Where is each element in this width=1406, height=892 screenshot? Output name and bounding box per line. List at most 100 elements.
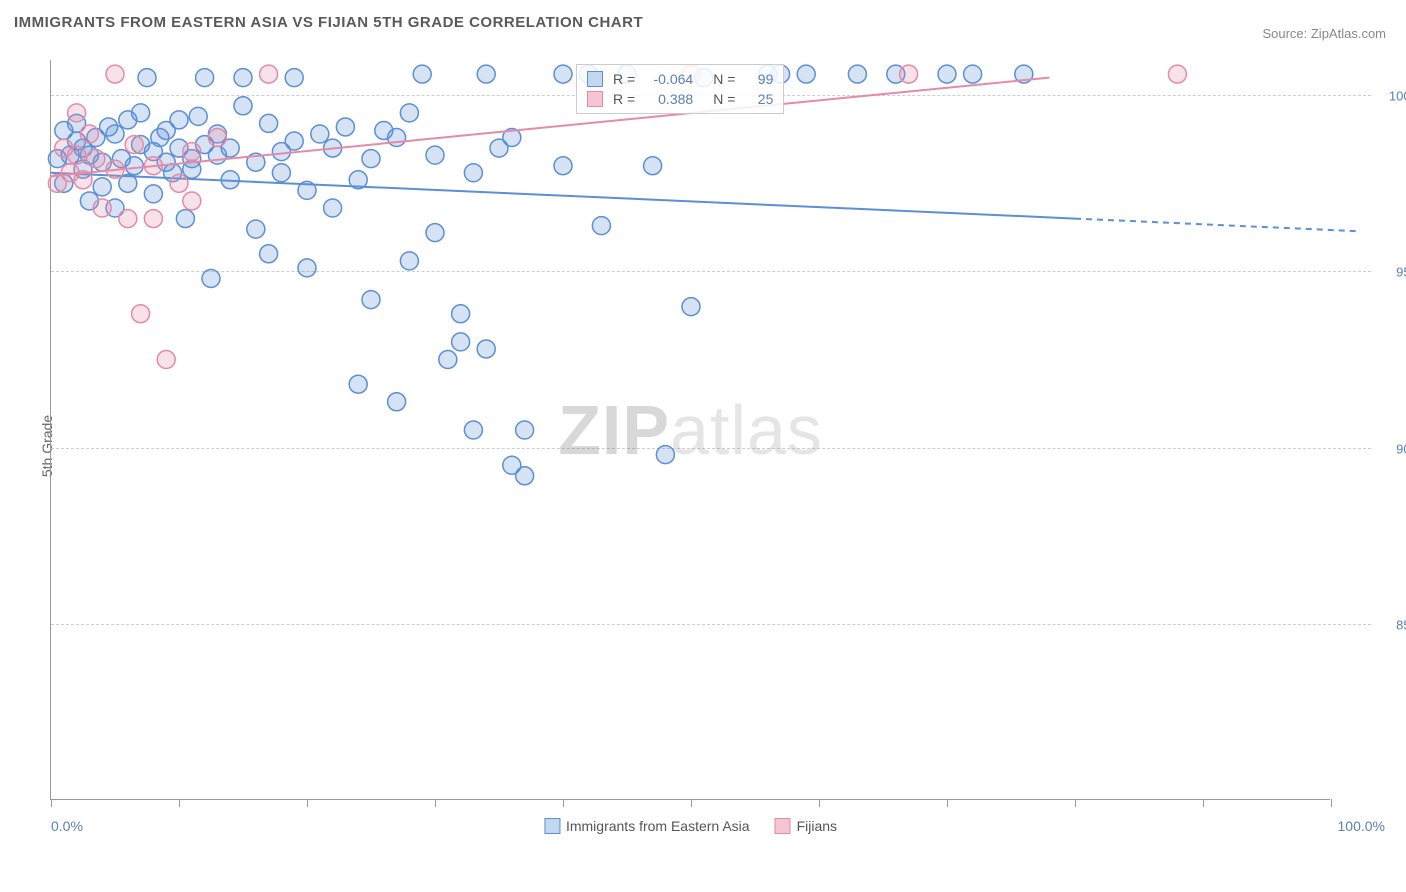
scatter-point bbox=[336, 118, 354, 136]
scatter-point bbox=[106, 125, 124, 143]
legend-item-series1: Immigrants from Eastern Asia bbox=[544, 818, 750, 834]
scatter-point bbox=[196, 69, 214, 87]
scatter-point bbox=[644, 157, 662, 175]
scatter-point bbox=[298, 259, 316, 277]
scatter-point bbox=[183, 143, 201, 161]
scatter-point bbox=[119, 210, 137, 228]
scatter-point bbox=[452, 333, 470, 351]
scatter-point bbox=[362, 291, 380, 309]
x-tick bbox=[1075, 799, 1076, 807]
legend-label-series2: Fijians bbox=[797, 818, 837, 834]
scatter-point bbox=[170, 174, 188, 192]
scatter-point bbox=[1168, 65, 1186, 83]
scatter-point bbox=[285, 132, 303, 150]
scatter-point bbox=[900, 65, 918, 83]
scatter-point bbox=[516, 467, 534, 485]
scatter-point bbox=[426, 224, 444, 242]
x-tick bbox=[563, 799, 564, 807]
scatter-point bbox=[400, 252, 418, 270]
scatter-point bbox=[285, 69, 303, 87]
scatter-point bbox=[132, 305, 150, 323]
series1-n-value: 99 bbox=[745, 71, 773, 87]
scatter-point bbox=[464, 421, 482, 439]
legend-swatch-series2 bbox=[775, 818, 791, 834]
legend-swatch-series1 bbox=[544, 818, 560, 834]
x-tick bbox=[819, 799, 820, 807]
scatter-point bbox=[554, 157, 572, 175]
scatter-point bbox=[125, 136, 143, 154]
scatter-point bbox=[682, 298, 700, 316]
y-tick-label: 100.0% bbox=[1389, 89, 1406, 104]
x-tick bbox=[51, 799, 52, 807]
scatter-point bbox=[202, 269, 220, 287]
scatter-point bbox=[87, 150, 105, 168]
x-tick bbox=[1203, 799, 1204, 807]
trend-line bbox=[51, 78, 1049, 177]
scatter-point bbox=[183, 192, 201, 210]
stats-row-series2: R = 0.388 N = 25 bbox=[587, 89, 773, 109]
n-label: N = bbox=[713, 91, 735, 107]
x-axis-max-label: 100.0% bbox=[1338, 818, 1385, 834]
scatter-plot-svg bbox=[51, 48, 1371, 800]
scatter-point bbox=[247, 220, 265, 238]
scatter-point bbox=[311, 125, 329, 143]
scatter-point bbox=[964, 65, 982, 83]
scatter-point bbox=[464, 164, 482, 182]
scatter-point bbox=[797, 65, 815, 83]
x-tick bbox=[691, 799, 692, 807]
r-label: R = bbox=[613, 71, 635, 87]
x-tick bbox=[435, 799, 436, 807]
scatter-point bbox=[477, 340, 495, 358]
scatter-point bbox=[68, 146, 86, 164]
series1-r-value: -0.064 bbox=[645, 71, 693, 87]
scatter-point bbox=[260, 65, 278, 83]
r-label: R = bbox=[613, 91, 635, 107]
y-tick-label: 85.0% bbox=[1396, 617, 1406, 632]
scatter-point bbox=[554, 65, 572, 83]
scatter-point bbox=[138, 69, 156, 87]
scatter-point bbox=[413, 65, 431, 83]
y-tick-label: 90.0% bbox=[1396, 441, 1406, 456]
scatter-point bbox=[144, 210, 162, 228]
chart-title: IMMIGRANTS FROM EASTERN ASIA VS FIJIAN 5… bbox=[14, 14, 643, 31]
scatter-point bbox=[234, 97, 252, 115]
scatter-point bbox=[125, 157, 143, 175]
scatter-point bbox=[324, 199, 342, 217]
scatter-point bbox=[938, 65, 956, 83]
scatter-point bbox=[144, 185, 162, 203]
stats-swatch-series2 bbox=[587, 91, 603, 107]
scatter-point bbox=[176, 210, 194, 228]
scatter-point bbox=[260, 245, 278, 263]
scatter-point bbox=[260, 114, 278, 132]
trend-line bbox=[51, 173, 1075, 219]
x-tick bbox=[307, 799, 308, 807]
n-label: N = bbox=[713, 71, 735, 87]
x-tick bbox=[947, 799, 948, 807]
stats-row-series1: R = -0.064 N = 99 bbox=[587, 69, 773, 89]
scatter-point bbox=[848, 65, 866, 83]
scatter-point bbox=[132, 104, 150, 122]
scatter-point bbox=[189, 107, 207, 125]
x-tick bbox=[1331, 799, 1332, 807]
scatter-point bbox=[157, 351, 175, 369]
scatter-point bbox=[170, 111, 188, 129]
series2-n-value: 25 bbox=[745, 91, 773, 107]
scatter-point bbox=[208, 129, 226, 147]
scatter-point bbox=[272, 164, 290, 182]
source-attribution: Source: ZipAtlas.com bbox=[1262, 26, 1386, 41]
scatter-point bbox=[68, 104, 86, 122]
stats-legend-box: R = -0.064 N = 99 R = 0.388 N = 25 bbox=[576, 64, 784, 114]
scatter-point bbox=[426, 146, 444, 164]
scatter-point bbox=[349, 375, 367, 393]
x-axis-min-label: 0.0% bbox=[51, 818, 83, 834]
scatter-point bbox=[592, 217, 610, 235]
y-tick-label: 95.0% bbox=[1396, 265, 1406, 280]
scatter-point bbox=[93, 199, 111, 217]
scatter-point bbox=[80, 125, 98, 143]
scatter-point bbox=[477, 65, 495, 83]
scatter-point bbox=[656, 446, 674, 464]
scatter-point bbox=[388, 129, 406, 147]
series2-r-value: 0.388 bbox=[645, 91, 693, 107]
scatter-point bbox=[106, 65, 124, 83]
x-tick bbox=[179, 799, 180, 807]
